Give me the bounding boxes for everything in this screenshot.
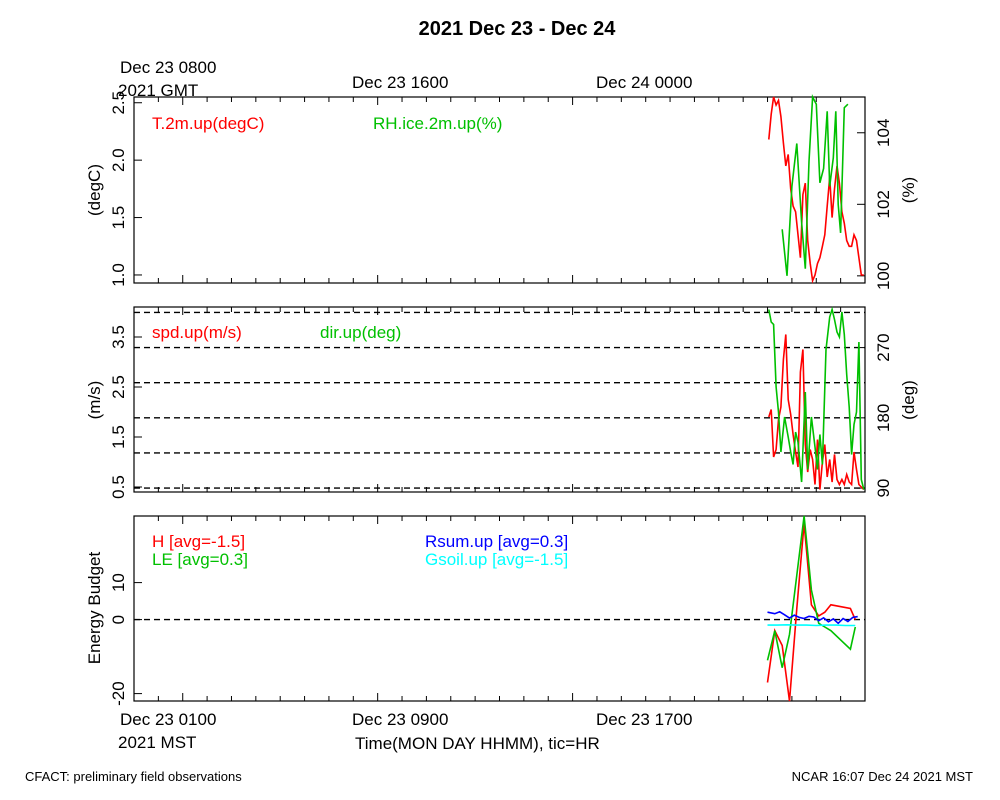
y-tick-label-right: 102 <box>874 190 893 218</box>
bottom-tick-label-1: Dec 23 0100 <box>120 710 216 729</box>
panel-2-right-axis-title: (deg) <box>899 380 918 420</box>
top-tick-label-1: Dec 23 0800 <box>120 58 216 77</box>
top-tick-label-3: Dec 24 0000 <box>596 73 692 92</box>
legend-rsum: Rsum.up [avg=0.3] <box>425 532 568 551</box>
y-tick-label-left: 2.5 <box>109 375 128 399</box>
top-axis-sublabel: 2021 GMT <box>118 81 198 100</box>
y-tick-label-left: 3.5 <box>109 325 128 349</box>
y-tick-label-left: 2.5 <box>109 91 128 115</box>
legend-spd: spd.up(m/s) <box>152 323 242 342</box>
series-line-3-2 <box>766 515 857 668</box>
top-tick-label-2: Dec 23 1600 <box>352 73 448 92</box>
panel-2-left-axis-title: (m/s) <box>85 381 104 420</box>
legend-gsoil: Gsoil.up [avg=-1.5] <box>425 550 568 569</box>
legend-h: H [avg=-1.5] <box>152 532 245 551</box>
y-tick-label-right: 180 <box>874 404 893 432</box>
y-tick-label-left: 1.5 <box>109 206 128 230</box>
panel-3-left-axis-title: Energy Budget <box>85 551 104 664</box>
y-tick-label-left: 0 <box>109 615 128 624</box>
series-line-3-3 <box>767 610 858 625</box>
legend-t2m: T.2m.up(degC) <box>152 114 264 133</box>
footer-right: NCAR 16:07 Dec 24 2021 MST <box>792 769 973 784</box>
y-tick-label-left: 2.0 <box>109 148 128 172</box>
series-line-1-1 <box>768 96 864 284</box>
footer-left: CFACT: preliminary field observations <box>25 769 242 784</box>
series-line-3-1 <box>766 523 857 702</box>
series-line-2-2 <box>768 306 865 490</box>
y-tick-label-right: 270 <box>874 333 893 361</box>
x-axis-title: Time(MON DAY HHMM), tic=HR <box>355 734 600 753</box>
bottom-tick-label-3: Dec 23 1700 <box>596 710 692 729</box>
legend-le: LE [avg=0.3] <box>152 550 248 569</box>
series-line-1-2 <box>781 94 849 276</box>
panel-1-right-axis-title: (%) <box>899 177 918 203</box>
bottom-axis-sublabel: 2021 MST <box>118 733 196 752</box>
panel-1-left-axis-title: (degC) <box>85 164 104 216</box>
chart-marks: 1.01.52.02.51001021040.51.52.53.59018027… <box>109 91 893 706</box>
y-tick-label-left: 1.0 <box>109 263 128 287</box>
bottom-tick-label-2: Dec 23 0900 <box>352 710 448 729</box>
y-tick-label-left: -20 <box>109 681 128 706</box>
y-tick-label-right: 90 <box>874 479 893 498</box>
y-tick-label-left: 0.5 <box>109 475 128 499</box>
series-line-3-4 <box>767 623 856 627</box>
y-tick-label-left: 1.5 <box>109 425 128 449</box>
panel-2-frame <box>133 306 866 493</box>
y-tick-label-left: 10 <box>109 573 128 592</box>
legend-dir: dir.up(deg) <box>320 323 401 342</box>
chart-title: 2021 Dec 23 - Dec 24 <box>419 18 617 40</box>
y-tick-label-right: 104 <box>874 119 893 147</box>
y-tick-label-right: 100 <box>874 262 893 290</box>
legend-rh-ice: RH.ice.2m.up(%) <box>373 114 502 133</box>
